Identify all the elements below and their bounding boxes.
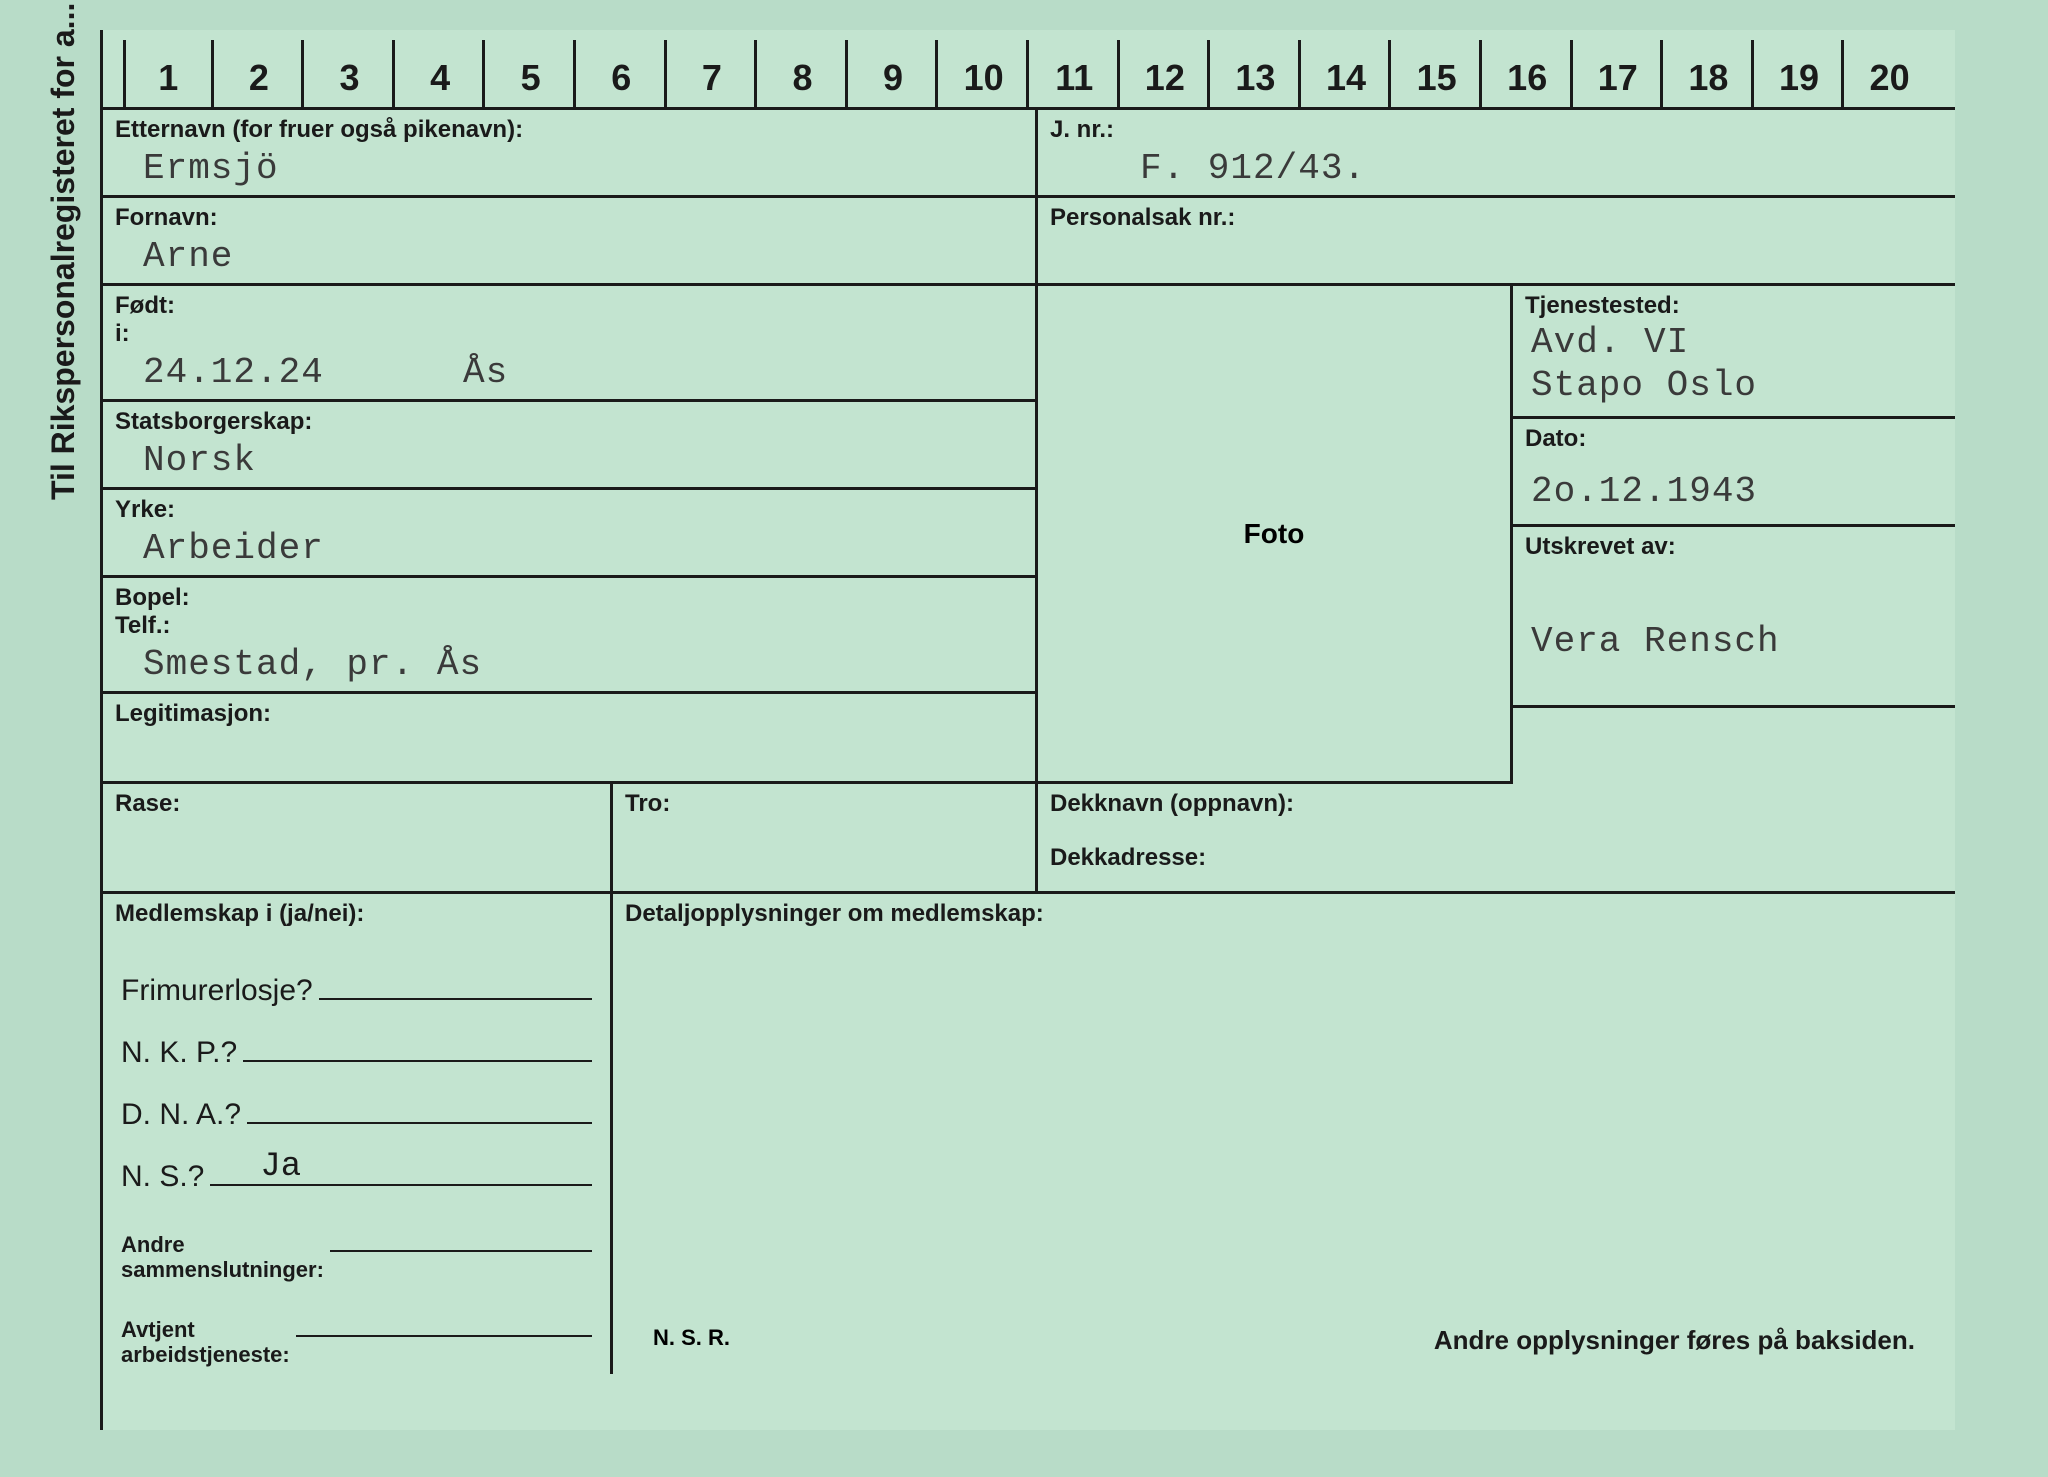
label-avtjent2: arbeidstjeneste: [121, 1342, 290, 1367]
label-medlemskap: Medlemskap i (ja/nei): [115, 900, 598, 928]
membership-andre: Andre sammenslutninger: [121, 1224, 592, 1283]
value-dato: 2o.12.1943 [1525, 453, 1943, 514]
ruler-tick: 3 [304, 30, 395, 107]
field-dekk: Dekknavn (oppnavn): Dekkadresse: [1038, 784, 1955, 894]
label-andre2: sammenslutninger: [121, 1257, 324, 1282]
ruler-tick: 16 [1482, 30, 1573, 107]
value-utskrevet: Vera Rensch [1525, 561, 1943, 664]
label-dna: D. N. A.? [121, 1098, 241, 1132]
ruler-tick: 8 [757, 30, 848, 107]
membership-avtjent: Avtjent arbeidstjeneste: [121, 1309, 592, 1368]
label-fodt: Født: [115, 292, 375, 320]
label-dato: Dato: [1525, 425, 1943, 453]
label-etternavn: Etternavn (for fruer også pikenavn): [115, 116, 1023, 144]
ruler-tick: 18 [1663, 30, 1754, 107]
membership-dna: D. N. A.? [121, 1096, 592, 1132]
label-rase: Rase: [115, 790, 598, 818]
ruler-tick: 15 [1391, 30, 1482, 107]
field-rase: Rase: [103, 784, 613, 894]
label-foto: Foto [1244, 518, 1305, 550]
label-nkp: N. K. P.? [121, 1036, 237, 1070]
ruler-tick: 10 [938, 30, 1029, 107]
field-bopel: Bopel: Telf.: Smestad, pr. Ås [103, 578, 1035, 694]
ruler-tick: 17 [1573, 30, 1664, 107]
label-telf: Telf.: [115, 612, 1023, 640]
ruler-tick: 12 [1120, 30, 1211, 107]
field-tro: Tro: [613, 784, 1038, 894]
value-tjenestested1: Avd. VI [1525, 320, 1943, 365]
label-tjenestested: Tjenestested: [1525, 292, 1943, 320]
label-fornavn: Fornavn: [115, 204, 1023, 232]
field-fornavn: Fornavn: Arne [103, 198, 1038, 286]
record-card: 1 2 3 4 5 6 7 8 9 10 11 12 13 14 15 16 1… [100, 30, 1955, 1430]
ruler-tick: 13 [1210, 30, 1301, 107]
label-detaljopp: Detaljopplysninger om medlemskap: [625, 900, 1943, 928]
ruler-tick: 11 [1029, 30, 1120, 107]
label-utskrevet: Utskrevet av: [1525, 533, 1943, 561]
field-statsborgerskap: Statsborgerskap: Norsk [103, 402, 1035, 490]
ruler-tick: 4 [395, 30, 486, 107]
label-fodt-i: i: [115, 320, 1023, 348]
membership-list: Frimurerlosje? N. K. P.? D. N. A.? N. S.… [103, 934, 610, 1389]
label-bopel: Bopel: [115, 584, 675, 612]
value-jnr: F. 912/43. [1050, 144, 1943, 191]
field-legitimasjon: Legitimasjon: [103, 694, 1035, 784]
ruler-tick: 6 [576, 30, 667, 107]
label-frimurer: Frimurerlosje? [121, 974, 313, 1008]
value-personalsak [1050, 232, 1943, 238]
field-etternavn: Etternavn (for fruer også pikenavn): Erm… [103, 110, 1038, 198]
ruler-scale: 1 2 3 4 5 6 7 8 9 10 11 12 13 14 15 16 1… [103, 30, 1955, 110]
side-label: Til Rikspersonalregisteret for a... [45, 3, 82, 500]
ruler-tick: 2 [214, 30, 305, 107]
value-legitimasjon [115, 728, 1023, 734]
label-yrke: Yrke: [115, 496, 1023, 524]
field-personalsak: Personalsak nr.: [1038, 198, 1955, 286]
value-etternavn: Ermsjö [115, 144, 1023, 191]
ruler-tick: 5 [485, 30, 576, 107]
ruler-tick: 14 [1301, 30, 1392, 107]
field-jnr: J. nr.: F. 912/43. [1038, 110, 1955, 198]
label-jnr: J. nr.: [1050, 116, 1943, 144]
value-ns: Ja [260, 1148, 301, 1186]
membership-frimurer: Frimurerlosje? [121, 972, 592, 1008]
label-legitimasjon: Legitimasjon: [115, 700, 1023, 728]
footer-note: Andre opplysninger føres på baksiden. [1434, 1325, 1915, 1356]
value-tjenestested2: Stapo Oslo [1525, 365, 1943, 408]
ruler-tick: 7 [667, 30, 758, 107]
value-fodt-i: Ås [435, 348, 508, 395]
field-utskrevet: Utskrevet av: Vera Rensch [1513, 527, 1955, 708]
ruler-tick: 20 [1844, 30, 1935, 107]
ruler-tick: 19 [1754, 30, 1845, 107]
label-andre1: Andre [121, 1232, 324, 1257]
label-dekknavn: Dekknavn (oppnavn): [1050, 790, 1943, 818]
value-bopel: Smestad, pr. Ås [115, 640, 1023, 687]
field-dato: Dato: 2o.12.1943 [1513, 419, 1955, 527]
value-fornavn: Arne [115, 232, 1023, 279]
value-statsborgerskap: Norsk [115, 436, 1023, 483]
field-fodt: Født: i: 24.12.24 Ås [103, 286, 1035, 402]
value-yrke: Arbeider [115, 524, 1023, 571]
label-tro: Tro: [625, 790, 1023, 818]
ruler-tick: 1 [123, 30, 214, 107]
label-avtjent1: Avtjent [121, 1317, 290, 1342]
value-fodt: 24.12.24 [115, 348, 435, 395]
label-dekkadresse: Dekkadresse: [1050, 844, 1943, 872]
ruler-tick: 9 [848, 30, 939, 107]
field-foto: Foto [1038, 286, 1513, 784]
label-ns: N. S.? [121, 1160, 204, 1194]
field-yrke: Yrke: Arbeider [103, 490, 1035, 578]
label-statsborgerskap: Statsborgerskap: [115, 408, 1023, 436]
label-personalsak: Personalsak nr.: [1050, 204, 1943, 232]
membership-nkp: N. K. P.? [121, 1034, 592, 1070]
field-tjenestested: Tjenestested: Avd. VI Stapo Oslo [1513, 286, 1955, 419]
label-nsr: N. S. R. [633, 1325, 730, 1356]
membership-ns: N. S.? Ja [121, 1158, 592, 1194]
